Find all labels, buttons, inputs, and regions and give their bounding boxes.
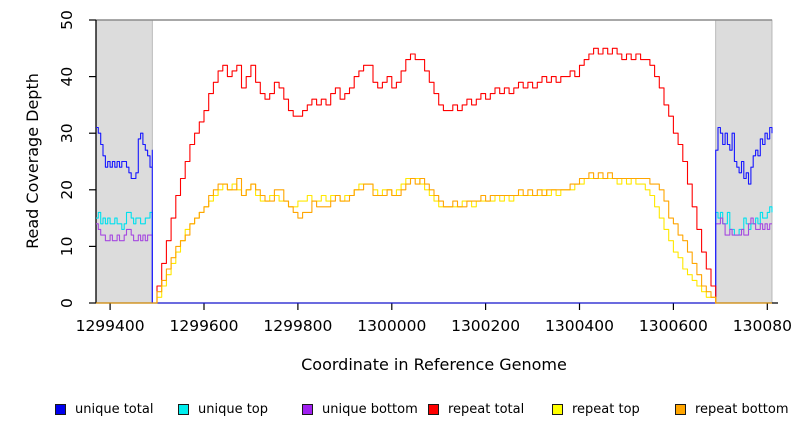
legend-label: unique bottom [322, 401, 418, 417]
legend-item-unique-bottom: unique bottom [302, 401, 418, 417]
series-repeat-top [96, 177, 772, 304]
legend-label: repeat total [448, 401, 525, 417]
x-tick-label: 1300600 [639, 317, 708, 335]
legend-label: unique top [198, 401, 269, 417]
series-repeat-total [96, 47, 772, 304]
legend-item-repeat-top: repeat top [552, 401, 640, 417]
x-tick-label: 1300400 [545, 317, 614, 335]
x-tick-label: 1299600 [169, 317, 238, 335]
legend-swatch-icon [302, 403, 313, 415]
y-tick-label: 50 [58, 10, 76, 30]
legend-label: repeat bottom [695, 401, 789, 417]
y-axis-title: Read Coverage Depth [23, 73, 42, 249]
legend-item-unique-total: unique total [55, 401, 153, 417]
legend-swatch-icon [675, 403, 686, 415]
coverage-plot: 1299400 1299600 1299800 1300000 1300200 13004… [58, 10, 792, 335]
x-tick-label: 1299800 [263, 317, 332, 335]
x-axis-title: Coordinate in Reference Genome [301, 355, 567, 374]
legend-item-repeat-total: repeat total [428, 401, 524, 417]
legend-item-repeat-bottom: repeat bottom [675, 401, 789, 417]
y-tick-label: 0 [58, 298, 76, 308]
legend: unique total unique top unique bottom repea… [0, 401, 792, 421]
y-tick-label: 20 [58, 180, 76, 200]
x-tick-label: 1300200 [451, 317, 520, 335]
y-tick-label: 40 [58, 67, 76, 87]
series-repeat-bottom [96, 172, 772, 304]
legend-label: repeat top [572, 401, 640, 417]
legend-swatch-icon [178, 403, 189, 415]
series-unique-bottom [96, 217, 772, 304]
legend-swatch-icon [552, 403, 563, 415]
legend-item-unique-top: unique top [178, 401, 268, 417]
series-unique-total [96, 126, 773, 304]
x-tick-label: 1299400 [76, 317, 145, 335]
legend-swatch-icon [55, 403, 66, 415]
y-tick-label: 10 [58, 237, 76, 257]
legend-swatch-icon [428, 403, 439, 415]
legend-label: unique total [75, 401, 154, 417]
y-tick-label: 30 [58, 123, 76, 143]
x-tick-label: 1300000 [357, 317, 426, 335]
series-unique-top [96, 206, 773, 304]
